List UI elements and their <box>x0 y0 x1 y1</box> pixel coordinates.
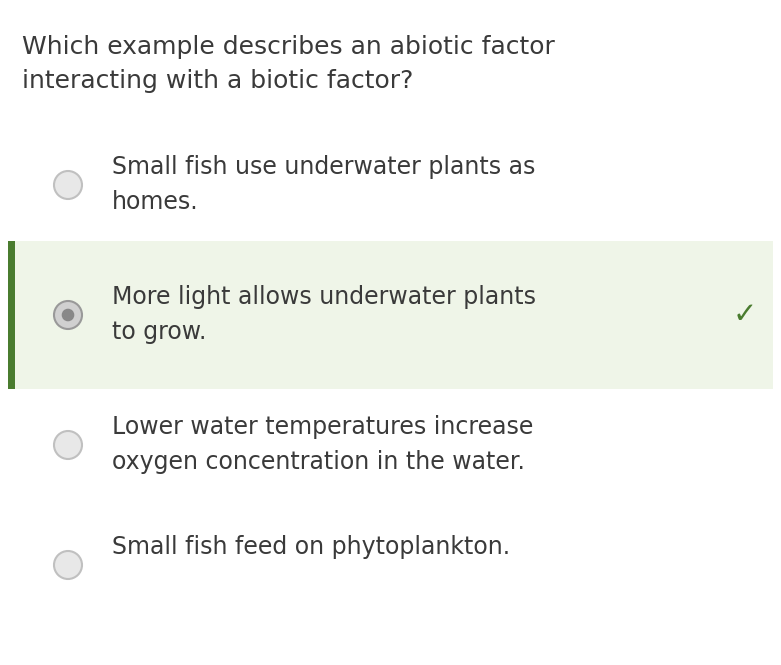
Text: More light allows underwater plants
to grow.: More light allows underwater plants to g… <box>112 285 536 344</box>
Circle shape <box>62 309 74 321</box>
Circle shape <box>54 431 82 459</box>
FancyBboxPatch shape <box>8 241 773 389</box>
Text: Which example describes an abiotic factor
interacting with a biotic factor?: Which example describes an abiotic facto… <box>22 35 555 94</box>
Text: Small fish feed on phytoplankton.: Small fish feed on phytoplankton. <box>112 535 510 559</box>
Text: ✓: ✓ <box>733 301 758 329</box>
Circle shape <box>54 171 82 199</box>
Text: Small fish use underwater plants as
homes.: Small fish use underwater plants as home… <box>112 155 535 214</box>
Circle shape <box>54 301 82 329</box>
Text: Lower water temperatures increase
oxygen concentration in the water.: Lower water temperatures increase oxygen… <box>112 415 533 474</box>
Circle shape <box>54 551 82 579</box>
FancyBboxPatch shape <box>8 241 15 389</box>
